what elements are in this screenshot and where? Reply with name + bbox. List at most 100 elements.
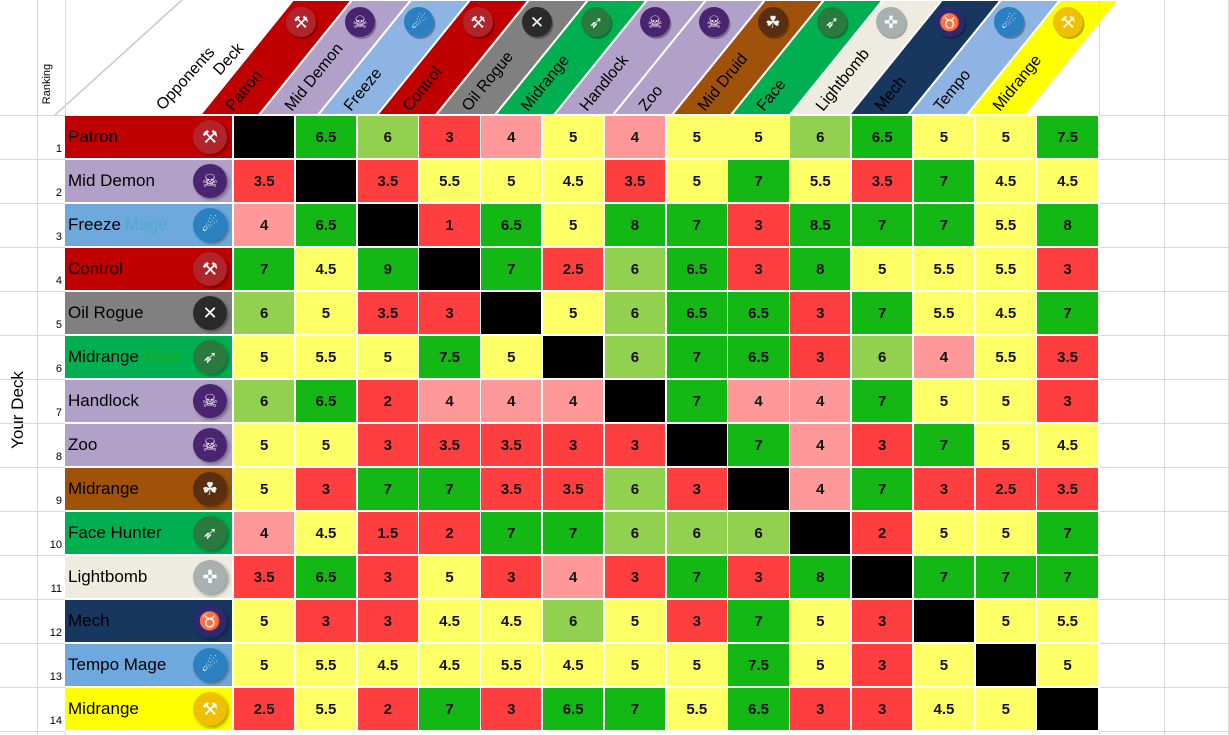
gridline xyxy=(0,731,37,732)
gridline xyxy=(37,467,65,468)
matchup-cell: 6 xyxy=(234,380,297,424)
gridline xyxy=(0,159,37,160)
matchup-cell: 5 xyxy=(234,336,297,380)
matchup-cell: 7.5 xyxy=(419,336,482,380)
matchup-cell: 3 xyxy=(913,468,977,512)
gridline xyxy=(0,115,65,116)
matchup-cell: 4 xyxy=(790,424,853,468)
matchup-cell: 5.5 xyxy=(913,292,977,336)
gridline xyxy=(1099,423,1229,424)
rank-number: 3 xyxy=(55,231,62,243)
matchup-cell: 7 xyxy=(234,248,297,292)
matchup-cell: 5.5 xyxy=(666,688,729,732)
matchup-cell: 3 xyxy=(419,292,482,336)
paladin-hammer-icon: ⚒ xyxy=(1053,7,1085,39)
warrior-axe-icon: ⚒ xyxy=(463,7,495,39)
gridline xyxy=(1099,115,1229,116)
row-label-text: Lightbomb xyxy=(68,567,148,586)
matchup-cell: 6.5 xyxy=(728,292,791,336)
warrior-axe-icon: ⚒ xyxy=(286,7,318,39)
svg-text:☘: ☘ xyxy=(765,13,780,32)
rank-number: 11 xyxy=(50,583,62,595)
matchup-cell: 6.5 xyxy=(666,248,729,292)
row-label-6: Midrange Hunt ➶ xyxy=(65,336,234,380)
gridline xyxy=(0,599,37,600)
matchup-cell: 5 xyxy=(666,116,729,160)
svg-text:☄: ☄ xyxy=(1001,13,1016,32)
matchup-cell: 7 xyxy=(419,468,482,512)
matchup-cell: 4.5 xyxy=(1037,424,1100,468)
rank-number: 9 xyxy=(55,495,62,507)
gridline xyxy=(1099,643,1229,644)
matchup-cell: 5.5 xyxy=(419,160,482,204)
paladin-hammer-icon: ⚒ xyxy=(193,692,227,726)
gridline xyxy=(0,467,37,468)
rank-number: 13 xyxy=(49,671,62,683)
matchup-cell: 5 xyxy=(543,292,606,336)
rank-number: 6 xyxy=(55,363,62,375)
matchup-cell: 5 xyxy=(357,336,420,380)
hunter-bow-icon: ➶ xyxy=(581,7,613,39)
mage-fire-icon: ☄ xyxy=(193,208,227,242)
rogue-daggers-icon: ✕ xyxy=(522,7,554,39)
matchup-cell: 3 xyxy=(790,336,853,380)
matchup-cell: 4 xyxy=(790,468,853,512)
mirror-cell xyxy=(852,556,915,600)
warlock-skull-icon: ☠ xyxy=(345,7,377,39)
matchup-cell: 7 xyxy=(481,512,544,556)
matchup-cell: 3.5 xyxy=(419,424,482,468)
mirror-cell xyxy=(295,160,359,204)
matchup-cell: 4.5 xyxy=(295,512,359,556)
svg-text:☠: ☠ xyxy=(352,13,367,32)
matchup-cell: 7 xyxy=(913,556,977,600)
row-label-10: Face Hunter ➶ xyxy=(65,512,234,556)
mirror-cell xyxy=(419,248,482,292)
matchup-cell: 3 xyxy=(357,424,420,468)
matchup-cell: 7 xyxy=(481,248,544,292)
gridline xyxy=(1099,203,1229,204)
rank-number: 7 xyxy=(55,407,62,419)
matchup-cell: 7 xyxy=(728,424,791,468)
matchup-cell: 4 xyxy=(543,380,606,424)
row-label-text: Tempo Mage xyxy=(68,655,167,674)
row-label-14: Midrange ⚒ xyxy=(65,688,234,732)
column-header-12: Mech♉ xyxy=(846,0,1003,116)
gridline xyxy=(0,379,37,380)
matchup-cell: 6 xyxy=(666,512,729,556)
mirror-cell xyxy=(604,380,668,424)
warrior-axe-icon: ⚒ xyxy=(193,120,227,154)
matchup-cell: 5 xyxy=(913,512,977,556)
mirror-cell xyxy=(913,600,977,644)
matchup-cell: 4.5 xyxy=(913,688,977,732)
gridline xyxy=(0,555,37,556)
row-label-text: Face Hunter xyxy=(68,523,162,542)
matchup-cell: 7 xyxy=(975,556,1038,600)
matchup-cell: 8 xyxy=(790,556,853,600)
matchup-cell: 4.5 xyxy=(1037,160,1100,204)
matchup-cell: 4 xyxy=(234,204,297,248)
row-label-11: Lightbomb ✜ xyxy=(65,556,234,600)
matchup-cell: 3 xyxy=(666,468,729,512)
row-label-overflow-text: Mage xyxy=(124,215,168,234)
matchup-cell: 7.5 xyxy=(1037,116,1100,160)
row-axis-label: Your Deck xyxy=(8,371,27,449)
matchup-cell: 1.5 xyxy=(357,512,420,556)
matchup-cell: 3.5 xyxy=(234,556,297,600)
matchup-cell: 6.5 xyxy=(852,116,915,160)
matchup-cell: 6.5 xyxy=(666,292,729,336)
row-label-12: Mech ♉ xyxy=(65,600,234,644)
mirror-cell xyxy=(481,292,544,336)
rank-number: 1 xyxy=(55,143,62,155)
matchup-cell: 7 xyxy=(419,688,482,732)
svg-text:✜: ✜ xyxy=(884,13,898,32)
hunter-bow-icon: ➶ xyxy=(193,340,227,374)
matchup-cell: 5 xyxy=(1037,644,1100,688)
matchup-cell: 7 xyxy=(852,204,915,248)
matchup-cell: 2 xyxy=(419,512,482,556)
svg-text:➶: ➶ xyxy=(589,13,603,32)
matchup-cell: 6 xyxy=(604,292,668,336)
warlock-skull-icon: ☠ xyxy=(193,164,227,198)
matchup-cell: 5.5 xyxy=(975,248,1038,292)
matchup-cell: 5 xyxy=(295,292,359,336)
matchup-cell: 4.5 xyxy=(295,248,359,292)
